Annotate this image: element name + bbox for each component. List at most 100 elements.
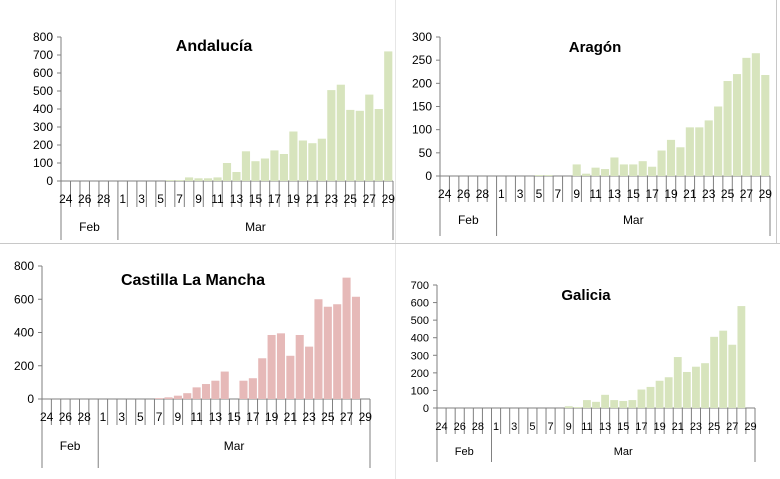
bar <box>166 180 175 181</box>
bar <box>248 378 257 399</box>
x-tick-label: 15 <box>227 410 241 424</box>
bar <box>761 74 770 176</box>
bar <box>323 306 332 399</box>
bar <box>564 406 573 408</box>
x-tick-label: 29 <box>359 410 373 424</box>
x-tick-label: 23 <box>690 421 702 433</box>
bar <box>619 164 628 176</box>
x-tick-label: 25 <box>721 187 735 201</box>
bar <box>572 164 581 176</box>
panel-border-right <box>776 0 777 243</box>
bar <box>374 109 383 181</box>
x-tick-label: 15 <box>617 421 629 433</box>
bar <box>211 380 220 399</box>
chart-title: Castilla La Mancha <box>121 272 265 289</box>
bar <box>279 154 288 181</box>
x-tick-label: 21 <box>683 187 697 201</box>
bar <box>657 150 666 176</box>
bar <box>610 157 619 176</box>
bar <box>175 180 184 181</box>
bar <box>173 395 182 399</box>
bar <box>317 138 326 181</box>
x-tick-label: 27 <box>363 192 377 206</box>
chart-andalucia: Andalucía 0 100 200 300 400 500 600 700 800 24 26 28… <box>0 0 395 243</box>
y-tick-label: 800 <box>14 259 34 273</box>
bar <box>286 355 295 399</box>
bar <box>365 94 374 181</box>
chart-andalucia-svg: Andalucía 0 100 200 300 400 500 600 700 800 24 26 28… <box>33 30 395 240</box>
bar <box>751 53 760 176</box>
y-tick-label: 0 <box>425 169 432 183</box>
bar <box>629 164 638 176</box>
bar <box>610 400 619 408</box>
bar <box>534 175 544 176</box>
x-tick-label: 13 <box>209 410 223 424</box>
x-tick-label: 24 <box>438 187 452 201</box>
bar <box>695 127 704 176</box>
bar <box>646 386 655 408</box>
bar <box>682 371 691 408</box>
x-tick-label: 28 <box>476 187 490 201</box>
y-tick-label: 800 <box>33 30 53 44</box>
x-tick-label: 28 <box>97 192 111 206</box>
month-label-mar: Mar <box>245 220 266 234</box>
month-label-feb: Feb <box>458 213 479 227</box>
bar <box>346 109 355 181</box>
x-tick-label: 27 <box>340 410 354 424</box>
bar <box>295 334 304 399</box>
x-tick-label: 11 <box>581 421 592 433</box>
x-tick-label: 1 <box>493 421 499 433</box>
bar <box>723 81 732 176</box>
x-tick-label: 17 <box>635 421 647 433</box>
y-tick-label: 400 <box>411 333 429 345</box>
bar <box>685 127 694 176</box>
y-tick-label: 300 <box>33 120 53 134</box>
x-tick-label: 19 <box>265 410 279 424</box>
x-tick-label: 26 <box>59 410 73 424</box>
bar <box>655 380 664 408</box>
x-tick-label: 3 <box>511 421 517 433</box>
y-tick-label: 500 <box>411 315 429 327</box>
bar <box>728 344 737 408</box>
panel-divider-vertical <box>395 0 396 479</box>
x-tick-label: 7 <box>548 421 554 433</box>
x-tick-label: 7 <box>555 187 562 201</box>
y-tick-label: 150 <box>412 100 432 114</box>
x-tick-label: 26 <box>454 421 466 433</box>
bar <box>619 400 628 408</box>
y-tick-label: 400 <box>14 326 34 340</box>
bar <box>305 346 314 399</box>
x-tick-label: 17 <box>246 410 260 424</box>
bar <box>673 357 682 408</box>
y-tick-label: 0 <box>423 403 429 415</box>
x-tick-label: 11 <box>589 187 602 201</box>
y-tick-label: 500 <box>33 84 53 98</box>
chart-title: Galicia <box>561 287 611 304</box>
x-tick-label: 28 <box>472 421 484 433</box>
bar <box>342 277 351 399</box>
bar <box>737 306 746 408</box>
bar <box>241 151 251 181</box>
x-tick-label: 5 <box>529 421 535 433</box>
x-tick-label: 27 <box>726 421 738 433</box>
bar <box>308 143 317 181</box>
x-tick-label: 3 <box>118 410 125 424</box>
bar <box>714 106 723 176</box>
y-tick-label: 0 <box>46 174 53 188</box>
x-tick-label: 25 <box>344 192 358 206</box>
bar <box>213 177 222 181</box>
bar <box>270 150 279 181</box>
chart-aragon: Aragón 0 50 100 150 200 250 300 24 26 28 1 3 5 7 9 11 13 1… <box>395 0 780 243</box>
bar <box>573 407 582 408</box>
panel-divider-horizontal <box>0 243 780 244</box>
bar <box>232 172 241 181</box>
x-tick-label: 17 <box>268 192 282 206</box>
bar <box>251 161 260 181</box>
x-tick-label: 9 <box>573 187 580 201</box>
y-tick-label: 700 <box>33 48 53 62</box>
x-tick-label: 29 <box>744 421 756 433</box>
x-tick-label: 3 <box>517 187 524 201</box>
x-tick-label: 11 <box>190 410 203 424</box>
x-tick-label: 21 <box>306 192 320 206</box>
